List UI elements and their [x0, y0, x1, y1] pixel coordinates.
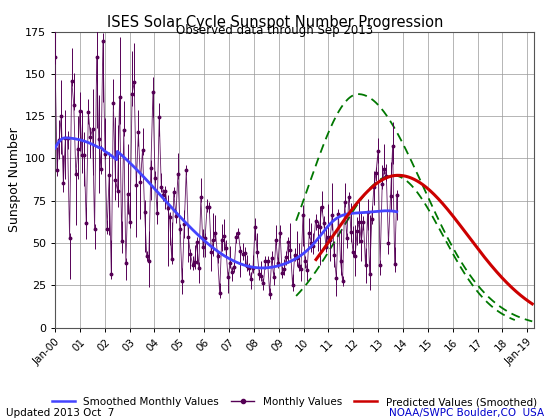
Y-axis label: Sunspot Number: Sunspot Number: [8, 127, 21, 232]
Legend: Smoothed Monthly Values, Monthly Values, Predicted Values (Smoothed): Smoothed Monthly Values, Monthly Values,…: [48, 393, 541, 411]
Text: ISES Solar Cycle Sunspot Number Progression: ISES Solar Cycle Sunspot Number Progress…: [107, 15, 443, 30]
Text: NOAA/SWPC Boulder,CO  USA: NOAA/SWPC Boulder,CO USA: [389, 408, 544, 418]
Text: Observed data through Sep 2013: Observed data through Sep 2013: [177, 24, 373, 37]
Text: Updated 2013 Oct  7: Updated 2013 Oct 7: [6, 408, 114, 418]
